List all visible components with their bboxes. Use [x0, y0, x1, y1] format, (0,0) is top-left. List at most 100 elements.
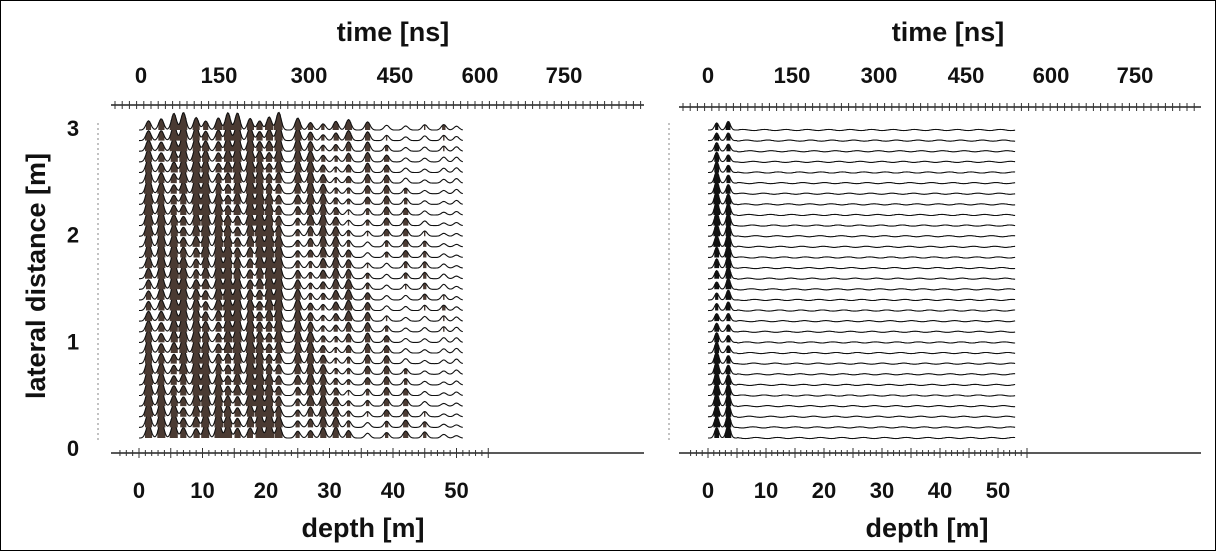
right-trace-fill	[713, 381, 732, 396]
right-trace	[708, 211, 1016, 227]
left-trace-fill	[144, 399, 426, 417]
right-trace	[708, 243, 1016, 259]
left-trace	[139, 324, 463, 343]
left-top-tick-label: 300	[291, 63, 328, 88]
left-bottom-tick-label: 30	[317, 478, 341, 503]
left-trace-fill	[145, 154, 390, 173]
left-trace-fill	[145, 239, 427, 258]
left-bottom-tick-label: 0	[133, 478, 145, 503]
right-trace	[708, 322, 1016, 333]
right-trace-fill	[714, 133, 731, 141]
left-trace-fill	[144, 186, 408, 205]
right-trace-fill	[714, 255, 732, 269]
right-trace	[708, 370, 1016, 387]
right-trace	[708, 170, 1016, 185]
right-trace	[708, 360, 1016, 376]
right-trace-fill	[714, 161, 731, 173]
right-top-tick-label: 150	[774, 63, 811, 88]
left-trace-fill	[145, 133, 445, 152]
left-top-tick-label: 750	[546, 63, 583, 88]
left-trace	[139, 122, 463, 142]
right-trace	[708, 232, 1016, 248]
right-bottom-tick-label: 30	[870, 478, 894, 503]
left-trace-fill	[144, 176, 408, 194]
right-top-tick-label: 600	[1033, 63, 1070, 88]
right-trace	[708, 423, 1016, 440]
right-trace-fill	[714, 278, 732, 290]
right-trace-fill	[713, 201, 732, 215]
left-trace-fill	[145, 345, 390, 364]
left-trace-fill	[145, 261, 427, 279]
right-trace-fill	[713, 212, 732, 226]
right-bottom-tick-label: 20	[812, 478, 836, 503]
y-tick-label: 2	[67, 223, 79, 248]
right-trace-fill	[714, 142, 731, 152]
right-bottom-axis-title: depth [m]	[866, 513, 989, 543]
left-panel: 0 150 300 450 600 750 0 10 20 30 40 50 0 1 2 3	[67, 63, 644, 503]
right-trace	[708, 200, 1016, 217]
right-trace-fill	[715, 121, 731, 130]
left-trace	[139, 313, 463, 333]
y-tick-label: 1	[67, 329, 79, 354]
left-trace	[138, 153, 463, 174]
right-trace	[708, 277, 1016, 291]
left-trace-fill	[145, 324, 390, 343]
right-trace	[708, 391, 1016, 408]
left-trace-fill	[144, 377, 409, 396]
right-trace	[708, 222, 1016, 238]
left-trace-fill	[145, 293, 446, 311]
right-trace	[708, 142, 1016, 153]
left-top-axis-title: time [ns]	[337, 17, 450, 47]
right-top-tick-label: 300	[861, 63, 898, 88]
right-trace-fill	[713, 392, 732, 407]
right-bottom-tick-label: 0	[702, 478, 714, 503]
left-trace-fill	[145, 250, 427, 269]
left-trace-fill	[145, 313, 445, 332]
right-trace-fill	[714, 323, 731, 332]
right-trace-fill	[715, 302, 731, 311]
y-axis-title: lateral distance [m]	[21, 153, 51, 399]
right-trace-fill	[713, 403, 732, 417]
left-trace	[139, 185, 463, 205]
right-bottom-tick-label: 50	[986, 478, 1010, 503]
left-trace	[139, 260, 463, 280]
left-trace	[139, 366, 463, 386]
left-trace	[139, 164, 463, 184]
right-trace	[708, 331, 1016, 344]
right-trace-fill	[713, 222, 732, 237]
left-trace-fill	[145, 229, 427, 247]
y-tick-label: 3	[67, 116, 79, 141]
right-trace	[707, 402, 1016, 418]
left-bottom-tick-label: 20	[254, 478, 278, 503]
left-bottom-tick-label: 10	[190, 478, 214, 503]
left-trace	[139, 398, 463, 418]
left-trace	[139, 228, 463, 248]
left-trace	[139, 281, 463, 301]
right-trace	[708, 380, 1016, 397]
right-trace-fill	[714, 243, 732, 258]
right-panel: 0 150 300 450 600 750 0 10 20 30 40 50	[668, 63, 1201, 503]
left-top-tick-label: 0	[135, 63, 147, 88]
right-trace-fill	[713, 180, 731, 194]
left-trace-fill	[145, 271, 427, 290]
left-top-tick-label: 600	[462, 63, 499, 88]
right-trace-fill	[713, 190, 732, 205]
left-trace	[139, 292, 463, 312]
left-trace	[138, 196, 463, 216]
left-trace-fill	[145, 112, 446, 130]
right-trace	[708, 312, 1016, 323]
right-trace-fill	[714, 424, 732, 438]
left-trace	[138, 408, 463, 428]
right-trace	[708, 160, 1016, 174]
left-trace-fill	[145, 122, 445, 141]
left-bottom-tick-label: 40	[381, 478, 405, 503]
right-trace	[708, 265, 1016, 280]
left-trace	[139, 132, 463, 152]
right-trace-fill	[713, 413, 732, 428]
left-bottom-axis-title: depth [m]	[302, 513, 425, 543]
left-trace	[139, 238, 463, 258]
right-trace-fill	[714, 313, 731, 322]
left-trace	[139, 387, 463, 407]
left-trace	[138, 143, 463, 163]
